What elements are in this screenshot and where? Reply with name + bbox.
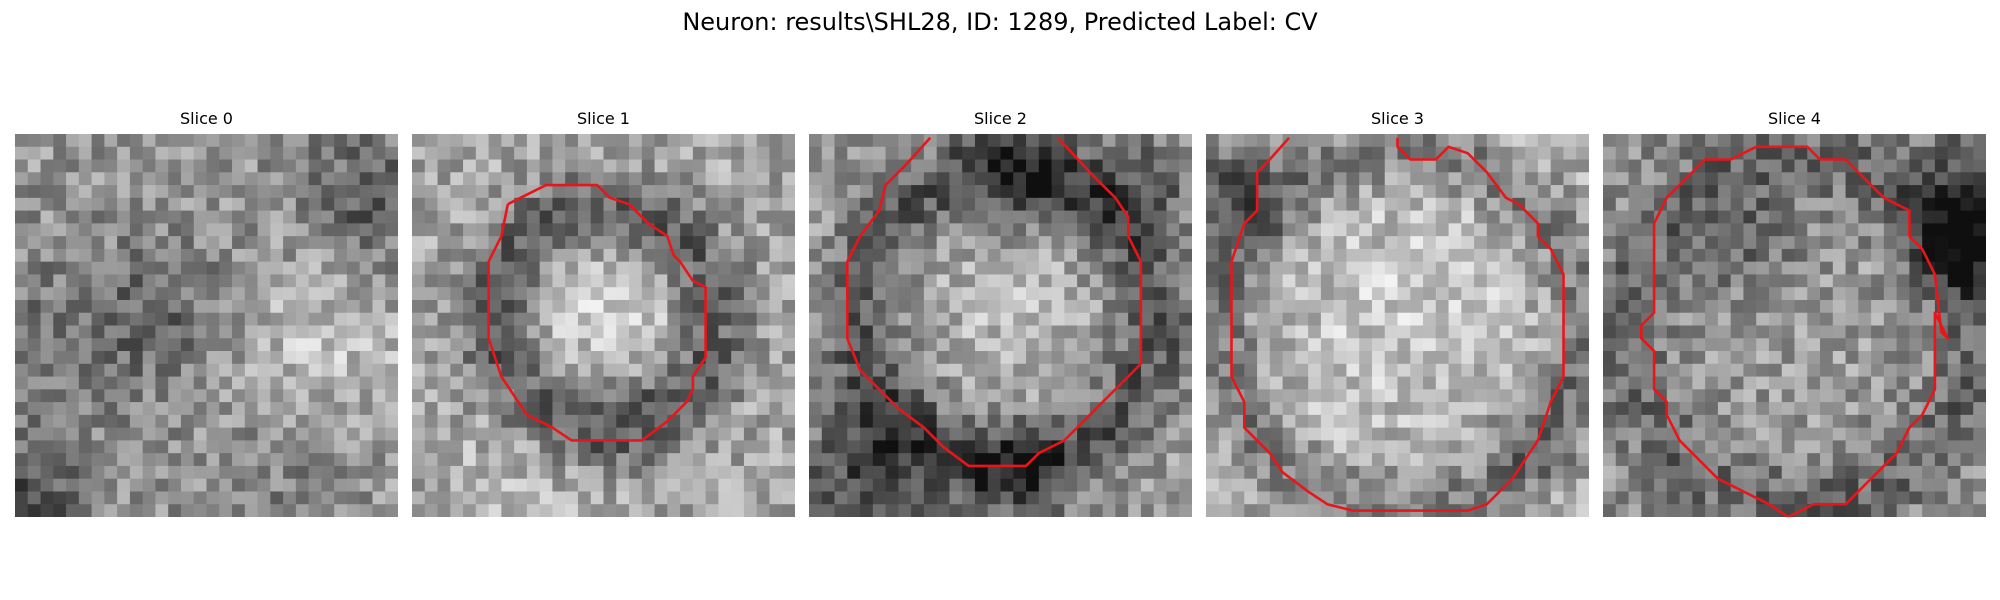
slice-title: Slice 4 — [1603, 108, 1986, 130]
slice-panel-0: Slice 0 — [15, 108, 398, 520]
slice-title: Slice 2 — [809, 108, 1192, 130]
pixel-texture — [1206, 134, 1589, 517]
slice-image-3 — [1206, 134, 1589, 517]
figure-title: Neuron: results\SHL28, ID: 1289, Predict… — [0, 6, 2000, 38]
slice-title: Slice 0 — [15, 108, 398, 130]
slice-image-1 — [412, 134, 795, 517]
slice-title: Slice 1 — [412, 108, 795, 130]
slice-panel-3: Slice 3 — [1206, 108, 1589, 520]
slice-title: Slice 3 — [1206, 108, 1589, 130]
slice-panel-2: Slice 2 — [809, 108, 1192, 520]
slice-panel-1: Slice 1 — [412, 108, 795, 520]
slice-panel-4: Slice 4 — [1603, 108, 1986, 520]
pixel-texture — [15, 134, 398, 517]
slice-image-0 — [15, 134, 398, 517]
pixel-texture — [809, 134, 1192, 517]
pixel-texture — [1603, 134, 1986, 517]
slice-image-2 — [809, 134, 1192, 517]
slice-image-4 — [1603, 134, 1986, 517]
